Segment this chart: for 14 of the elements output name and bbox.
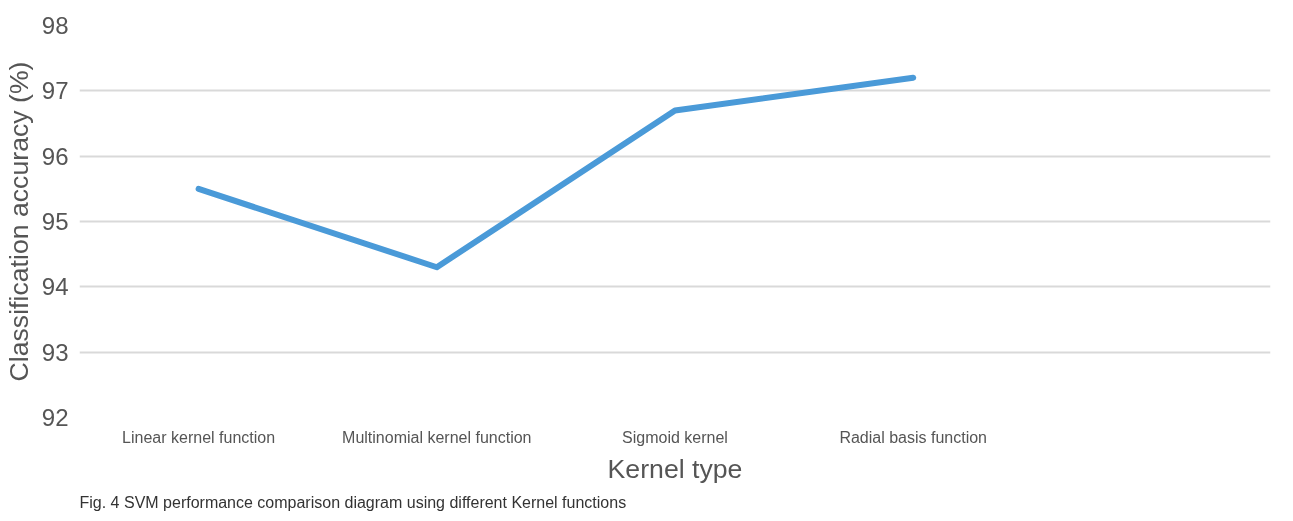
x-tick-label: Sigmoid kernel	[622, 428, 728, 446]
caption: Fig. 4 SVM performance comparison diagram using different Kernel functions	[79, 493, 627, 511]
x-axis-title: Kernel type	[607, 453, 743, 484]
x-tick-label: Radial basis function	[839, 428, 988, 446]
y-tick-label: 98	[41, 12, 69, 39]
x-tick-label: Linear kernel function	[122, 428, 276, 446]
x-tick-label: Multinomial kernel function	[342, 428, 532, 446]
y-axis-title: Classification accuracy (%)	[3, 61, 34, 382]
y-tick-label: 93	[41, 338, 69, 366]
y-tick-label: 95	[41, 208, 69, 235]
y-tick-label: 96	[41, 142, 69, 170]
y-tick-label: 97	[41, 77, 69, 105]
y-tick-label: 92	[41, 404, 69, 431]
y-tick-label: 94	[41, 273, 69, 301]
